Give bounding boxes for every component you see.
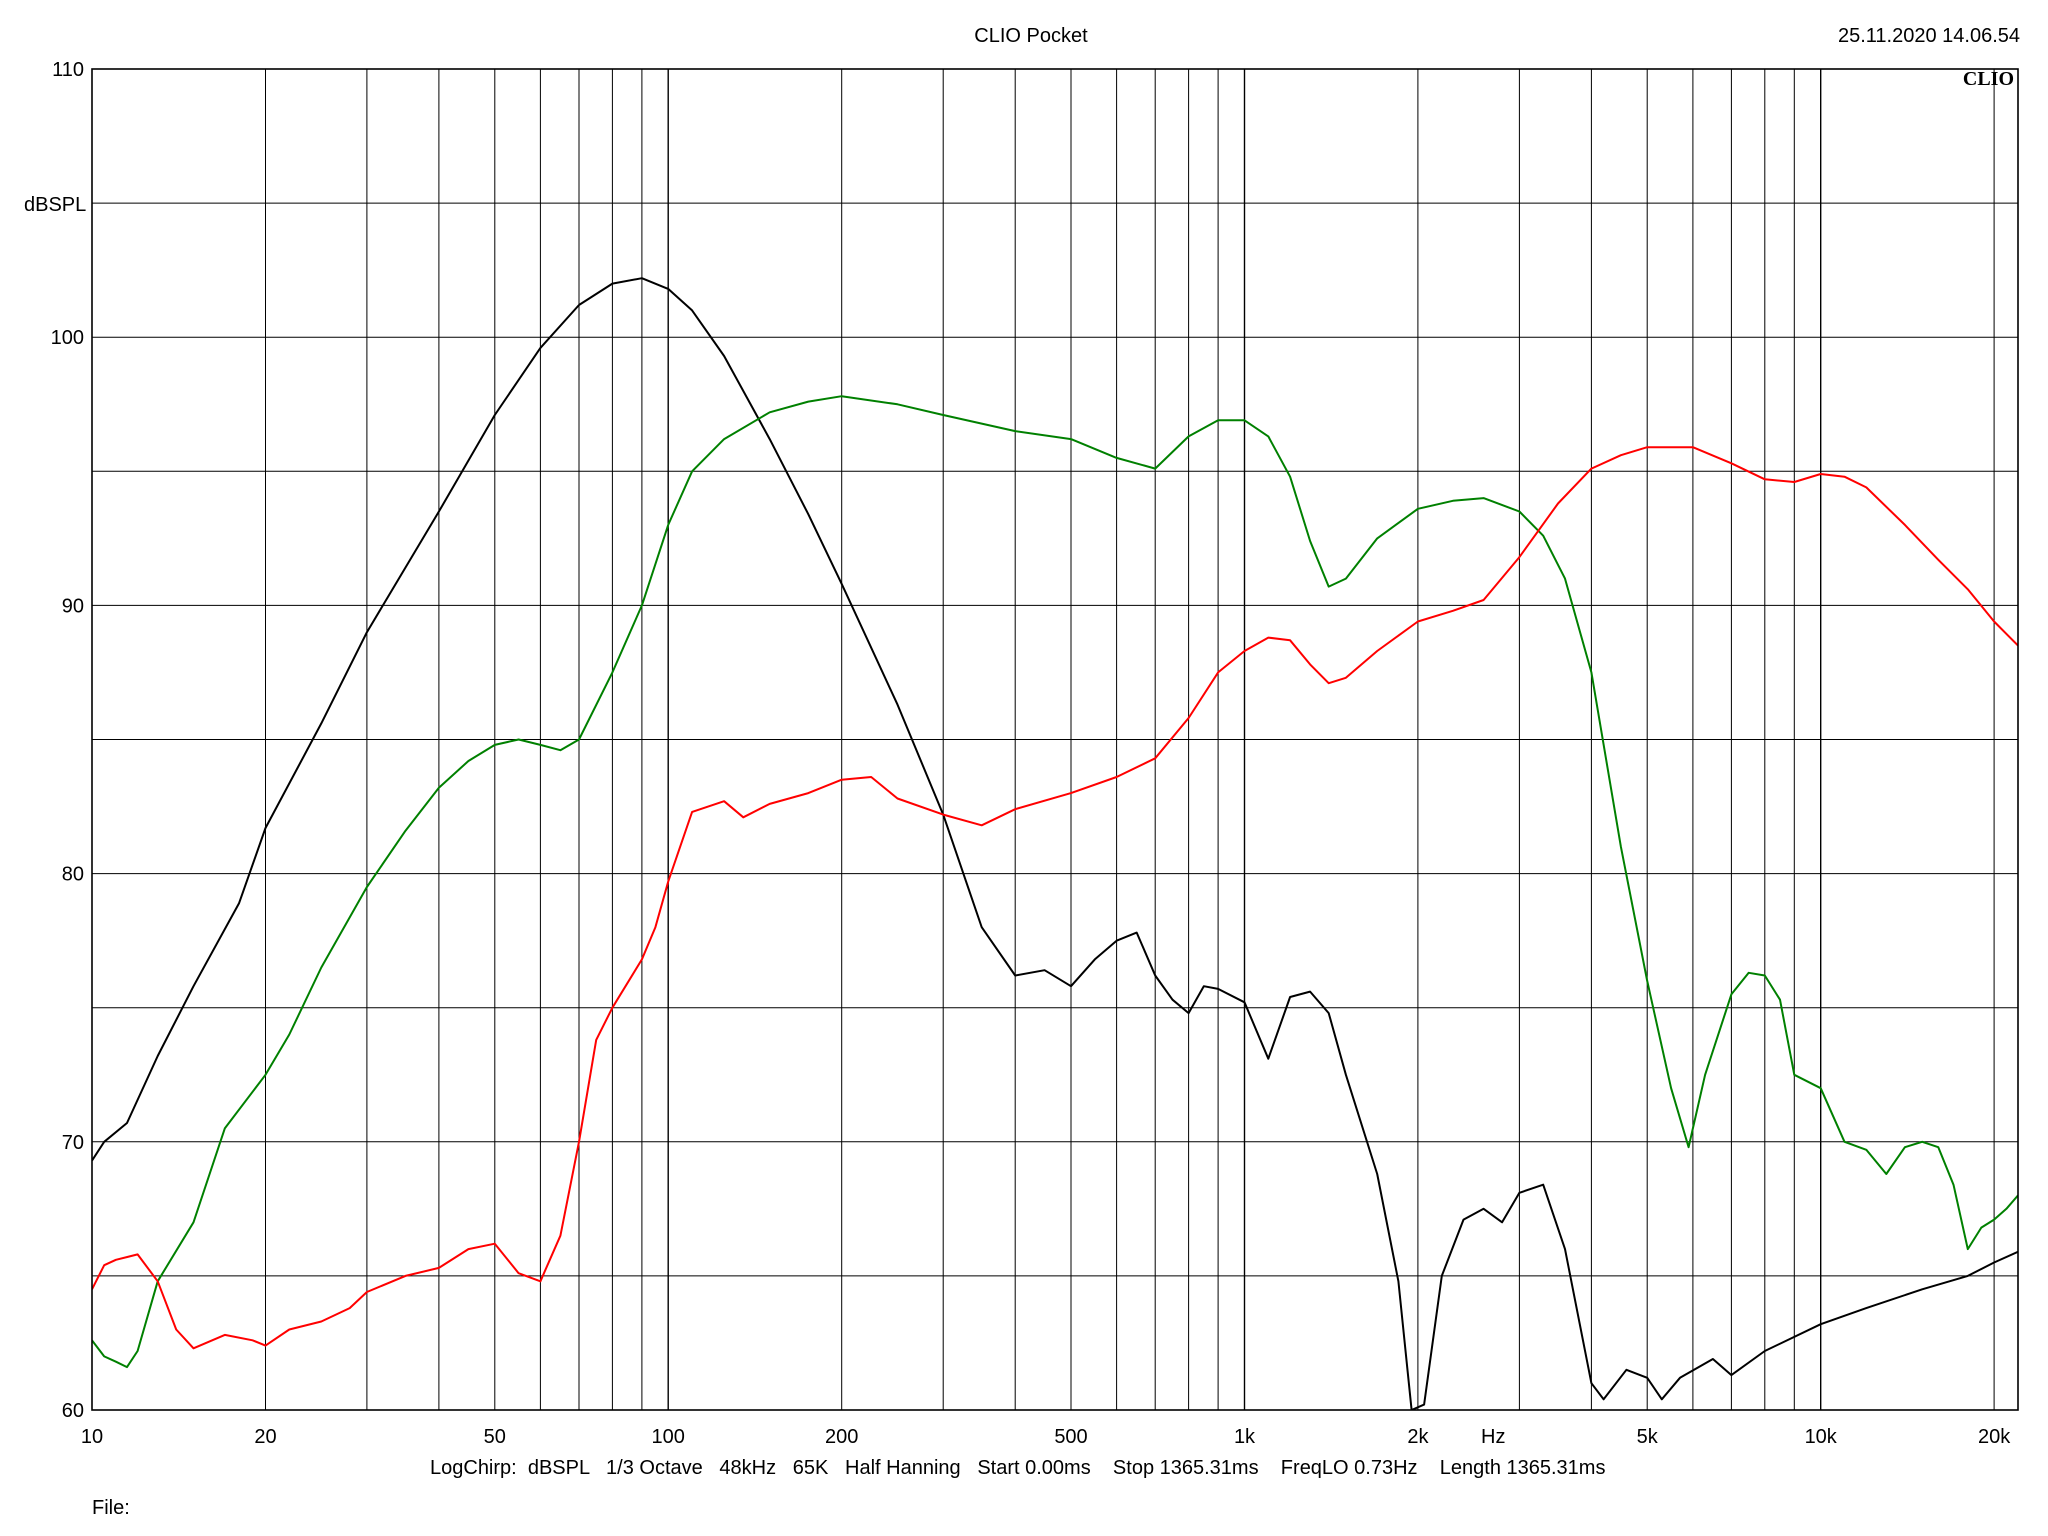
x-tick-label: 20: [254, 1426, 276, 1448]
x-tick-label: 5k: [1637, 1426, 1659, 1448]
y-tick-label: 100: [51, 327, 84, 349]
y-tick-label: 90: [62, 595, 84, 617]
x-tick-label: 20k: [1978, 1426, 2011, 1448]
app-title: CLIO Pocket: [974, 25, 1088, 47]
file-label: File:: [92, 1497, 130, 1519]
response-curve-2: [92, 395, 2018, 1369]
y-axis-ticks: 60 70 80 90 100 110: [51, 59, 84, 1422]
x-tick-label: 2k: [1407, 1426, 1429, 1448]
y-tick-label: 80: [62, 864, 84, 886]
grid: [92, 69, 2018, 1410]
x-tick-label: 10k: [1805, 1426, 1838, 1448]
plot-frame: [91, 68, 2019, 1411]
y-tick-label: 60: [62, 1400, 84, 1422]
y-axis-label: dBSPL: [24, 194, 86, 216]
response-curve-1: [92, 277, 2018, 1410]
clio-logo: CLIO: [1963, 68, 2014, 90]
x-axis-label: Hz: [1481, 1426, 1505, 1448]
x-tick-label: 50: [484, 1426, 506, 1448]
response-curve-3: [92, 446, 2018, 1350]
curves: [92, 277, 2018, 1410]
timestamp: 25.11.2020 14.06.54: [1838, 25, 2020, 47]
x-axis-ticks: 10 20 50 100 200 500 1k 2k 5k 10k 20k: [81, 1426, 2011, 1448]
y-tick-label: 110: [52, 59, 84, 81]
x-tick-label: 10: [81, 1426, 103, 1448]
x-tick-label: 1k: [1234, 1426, 1256, 1448]
measurement-settings: LogChirp: dBSPL 1/3 Octave 48kHz 65K Hal…: [430, 1457, 1605, 1479]
x-tick-label: 100: [652, 1426, 685, 1448]
x-tick-label: 500: [1054, 1426, 1087, 1448]
y-tick-label: 70: [62, 1132, 84, 1154]
x-tick-label: 200: [825, 1426, 858, 1448]
